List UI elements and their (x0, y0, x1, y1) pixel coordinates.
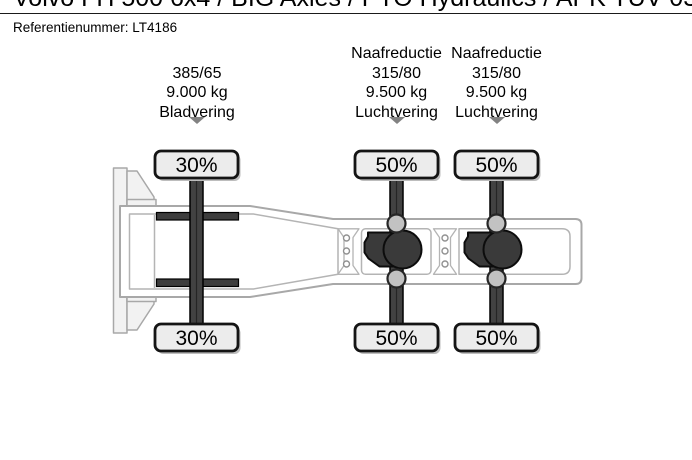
header-divider (0, 13, 692, 14)
axle-label-front: 385/65 9.000 kg Bladvering (117, 42, 277, 122)
front-tire-size: 385/65 (172, 64, 222, 82)
down-arrow-icon (488, 117, 505, 124)
wheels: 30% 30% 50% 50% 50% (153, 149, 541, 354)
differentials (363, 229, 523, 270)
load-label: 30% (175, 327, 217, 350)
reference-number: Referentienummer: LT4186 (13, 20, 178, 35)
down-arrow-icon (388, 117, 405, 124)
front-axle-capacity: 9.000 kg (166, 84, 228, 102)
rear-suspension-type: Luchtvering (455, 103, 538, 121)
wheel-middle-right: 50% (353, 322, 441, 354)
wheel-rear-left: 50% (453, 149, 541, 181)
air-bellows (386, 213, 507, 289)
load-label: 50% (475, 327, 517, 350)
rear-hub-reduction: Naafreductie (451, 45, 542, 63)
middle-hub-reduction: Naafreductie (351, 45, 442, 63)
rear-axle-capacity: 9.500 kg (465, 84, 528, 102)
middle-axle-capacity: 9.500 kg (365, 84, 428, 102)
middle-tire-size: 315/80 (372, 64, 421, 82)
listing-title: Volvo FH 500 6x4 / BIG Axles / PTO Hydra… (13, 0, 692, 13)
load-label: 30% (175, 154, 217, 177)
rear-tire-size: 315/80 (472, 64, 521, 82)
middle-suspension-type: Luchtvering (355, 103, 438, 121)
front-suspension-type: Bladvering (159, 103, 235, 121)
wheel-rear-right: 50% (453, 322, 541, 354)
frame-holes (342, 234, 449, 268)
wheel-middle-left: 50% (353, 149, 441, 181)
axle-label-rear: Naafreductie 315/80 9.500 kg Luchtvering (417, 42, 577, 122)
wheel-front-left: 30% (153, 149, 241, 181)
load-label: 50% (375, 154, 417, 177)
down-arrow-icon (189, 117, 205, 124)
load-label: 50% (475, 154, 517, 177)
axle-label-middle: Naafreductie 315/80 9.500 kg Luchtvering (317, 42, 477, 122)
wheel-front-right: 30% (153, 322, 241, 354)
load-label: 50% (375, 327, 417, 350)
